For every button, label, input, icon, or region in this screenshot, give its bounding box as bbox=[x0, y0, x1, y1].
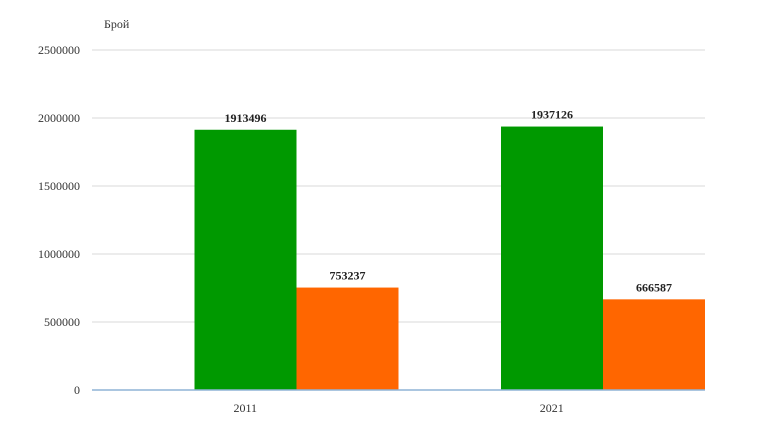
y-tick-label: 2500000 bbox=[38, 43, 80, 57]
data-labels: 1913496 753237 1937126 666587 bbox=[225, 108, 673, 295]
bars bbox=[194, 126, 705, 391]
y-tick-label: 2000000 bbox=[38, 111, 80, 125]
data-label-2021-series-1: 1937126 bbox=[531, 108, 573, 122]
y-tick-label: 500000 bbox=[44, 315, 80, 329]
data-label-2011-series-2: 753237 bbox=[330, 269, 366, 283]
data-label-2021-series-2: 666587 bbox=[636, 280, 672, 294]
bar-2011-series-2 bbox=[296, 287, 399, 390]
y-tick-label: 0 bbox=[74, 383, 80, 397]
data-label-2011-series-1: 1913496 bbox=[225, 111, 267, 125]
y-axis-title: Брой bbox=[104, 17, 130, 31]
x-tick-label-2021: 2021 bbox=[540, 401, 564, 415]
y-axis-ticks: 0 500000 1000000 1500000 2000000 2500000 bbox=[38, 43, 80, 397]
y-tick-label: 1000000 bbox=[38, 247, 80, 261]
y-tick-label: 1500000 bbox=[38, 179, 80, 193]
x-tick-label-2011: 2011 bbox=[233, 401, 257, 415]
gridlines bbox=[92, 49, 705, 323]
bar-2011-series-1 bbox=[194, 129, 297, 391]
x-axis-ticks: 2011 2021 bbox=[233, 401, 563, 415]
bar-2021-series-2 bbox=[603, 299, 705, 390]
bar-2021-series-1 bbox=[501, 126, 603, 390]
